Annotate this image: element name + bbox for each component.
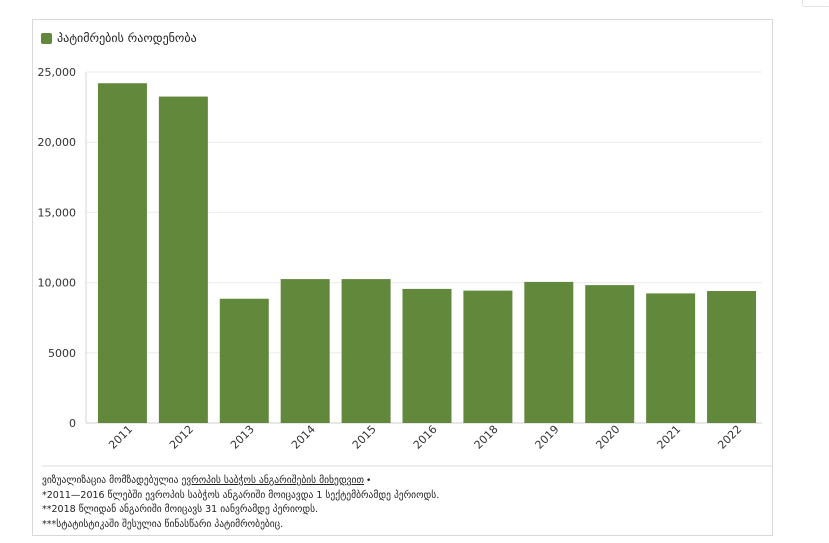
y-tick-label: 0 (69, 417, 76, 430)
y-tick-label: 20,000 (38, 136, 77, 149)
legend: პატიმრების რაოდენობა (41, 30, 197, 46)
source-link[interactable]: ევროპის საბჭოს ანგარიშების მიხედვით (181, 475, 364, 486)
chart-notes: ვიზუალიზაცია მომზადებულია ევროპის საბჭოს… (42, 474, 439, 532)
x-tick-label: 2021 (654, 423, 683, 452)
x-tick-label: 2016 (411, 423, 440, 452)
bar-2022[interactable] (707, 291, 757, 423)
corner-button[interactable] (802, 0, 829, 7)
legend-label: პატიმრების რაოდენობა (57, 31, 197, 45)
source-suffix: • (366, 476, 372, 486)
note-line-3: ***სტატისტიკაში შესულია წინასწარი პატიმრ… (42, 518, 284, 530)
legend-swatch (41, 32, 52, 44)
note-line-1: *2011—2016 წლებში ევროპის საბჭოს ანგარიშ… (42, 489, 440, 501)
x-tick-label: 2013 (228, 423, 257, 452)
bar-2020[interactable] (585, 285, 635, 423)
y-tick-label: 15,000 (38, 206, 77, 219)
x-tick-label: 2015 (350, 423, 379, 452)
x-tick-label: 2018 (472, 423, 501, 452)
y-tick-label: 10,000 (38, 277, 77, 290)
x-tick-label: 2019 (533, 423, 562, 452)
x-tick-label: 2012 (167, 423, 196, 452)
bar-2019[interactable] (524, 281, 574, 423)
x-tick-label: 2022 (715, 423, 744, 452)
bar-2016[interactable] (402, 288, 452, 423)
bar-2011[interactable] (97, 83, 147, 424)
bar-2014[interactable] (280, 279, 330, 423)
bar-2015[interactable] (341, 279, 391, 423)
bar-2021[interactable] (646, 293, 696, 423)
x-tick-label: 2020 (593, 423, 622, 452)
y-tick-label: 25,000 (38, 66, 77, 79)
chart-card (32, 19, 773, 536)
bar-2012[interactable] (158, 96, 208, 423)
x-tick-label: 2011 (106, 423, 135, 452)
bar-chart: 0 5000 10,000 15,000 20,000 25,000 2011 2012 201… (38, 66, 772, 467)
bar-2018[interactable] (463, 290, 513, 423)
x-tick-label: 2014 (289, 423, 318, 452)
source-prefix: ვიზუალიზაცია მომზადებულია (42, 475, 182, 486)
note-line-2: **2018 წლიდან ანგარიში მოიცავს 31 იანვრა… (42, 504, 319, 515)
source-line: ვიზუალიზაცია მომზადებულია ევროპის საბჭოს… (42, 474, 439, 489)
bar-2013[interactable] (219, 298, 269, 423)
y-tick-label: 5000 (48, 347, 76, 360)
